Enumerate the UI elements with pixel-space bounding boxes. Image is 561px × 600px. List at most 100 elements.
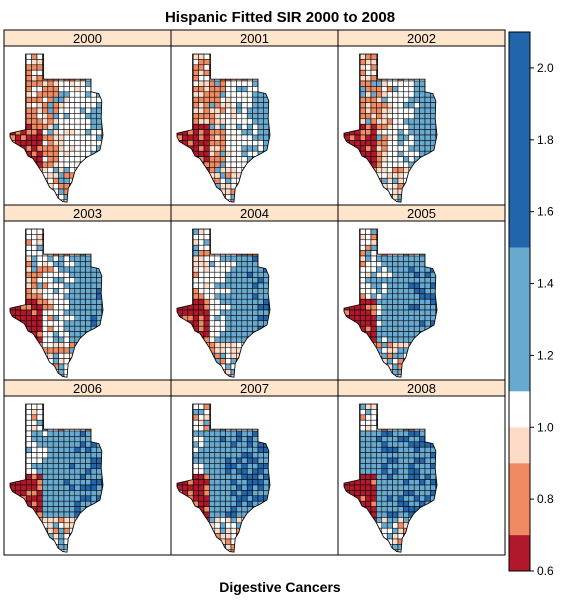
county-cell: [230, 309, 237, 316]
county-cell: [263, 452, 270, 459]
county-cell: [252, 107, 259, 114]
county-cell: [419, 145, 426, 152]
county-cell: [209, 161, 216, 168]
county-cell: [198, 304, 205, 311]
county-cell: [386, 293, 393, 300]
county-cell: [230, 527, 237, 534]
county-cell: [236, 86, 243, 93]
county-cell: [85, 86, 92, 93]
county-cell: [225, 517, 232, 524]
county-cell: [69, 336, 76, 343]
county-cell: [63, 463, 70, 470]
county-cell: [20, 309, 27, 316]
county-cell: [192, 468, 199, 475]
county-cell: [386, 277, 393, 284]
county-cell: [408, 325, 415, 332]
county-cell: [365, 404, 372, 410]
county-cell: [257, 145, 264, 152]
county-cell: [376, 342, 383, 349]
county-cell: [370, 229, 377, 235]
county-cell: [419, 473, 426, 480]
county-cell: [25, 452, 32, 459]
county-cell: [219, 441, 226, 448]
county-cell: [198, 54, 205, 60]
county-cell: [225, 342, 232, 349]
county-cell: [192, 409, 199, 416]
county-cell: [392, 336, 399, 343]
county-cell: [386, 517, 393, 524]
county-cell: [214, 342, 221, 349]
county-cell: [225, 511, 232, 518]
county-cell: [370, 452, 377, 459]
county-cell: [85, 479, 92, 486]
county-cell: [69, 167, 76, 174]
county-cell: [198, 325, 205, 332]
county-cell: [392, 430, 399, 437]
county-cell: [241, 134, 248, 141]
county-cell: [74, 145, 81, 152]
county-cell: [58, 430, 65, 437]
county-cell: [214, 150, 221, 157]
county-cell: [419, 271, 426, 278]
county-cell: [214, 463, 221, 470]
county-cell: [381, 96, 388, 103]
panel-year-label: 2006: [73, 381, 102, 396]
county-cell: [413, 91, 420, 98]
county-cell: [69, 140, 76, 147]
county-cell: [413, 271, 420, 278]
county-cell: [63, 113, 70, 120]
county-cell: [225, 167, 232, 174]
county-cell: [230, 113, 237, 120]
county-cell: [36, 315, 43, 322]
county-cell: [219, 102, 226, 109]
county-cell: [25, 446, 32, 453]
county-cell: [209, 452, 216, 459]
county-cell: [31, 404, 38, 410]
county-cell: [246, 80, 253, 87]
county-cell: [252, 320, 259, 327]
county-cell: [74, 255, 81, 262]
county-cell: [219, 352, 226, 359]
county-cell: [403, 261, 410, 268]
county-cell: [392, 527, 399, 534]
county-cell: [209, 468, 216, 475]
county-cell: [79, 266, 86, 273]
county-cell: [47, 150, 54, 157]
county-cell: [408, 298, 415, 305]
county-cell: [58, 452, 65, 459]
county-cell: [63, 161, 70, 168]
county-cell: [36, 277, 43, 284]
county-cell: [403, 511, 410, 518]
county-cell: [52, 352, 59, 359]
county-cell: [90, 452, 97, 459]
county-cell: [403, 298, 410, 305]
county-cell: [381, 91, 388, 98]
county-cell: [36, 134, 43, 141]
county-cell: [52, 463, 59, 470]
county-cell: [198, 113, 205, 120]
county-cell: [376, 495, 383, 502]
county-cell: [198, 266, 205, 273]
county-cell: [408, 500, 415, 507]
county-cell: [241, 468, 248, 475]
county-cell: [403, 293, 410, 300]
county-cell: [31, 86, 38, 93]
county-cell: [209, 145, 216, 152]
county-cell: [392, 183, 399, 190]
county-cell: [47, 266, 54, 273]
county-cell: [74, 325, 81, 332]
county-cell: [209, 315, 216, 322]
county-cell: [424, 129, 431, 136]
county-cell: [403, 342, 410, 349]
county-cell: [219, 347, 226, 354]
county-cell: [225, 441, 232, 448]
county-cell: [69, 331, 76, 338]
county-cell: [85, 430, 92, 437]
county-cell: [349, 484, 356, 491]
county-cell: [79, 145, 86, 152]
county-cell: [359, 96, 366, 103]
county-cell: [36, 266, 43, 273]
county-cell: [47, 490, 54, 497]
county-cell: [359, 59, 366, 66]
county-cell: [52, 156, 59, 163]
